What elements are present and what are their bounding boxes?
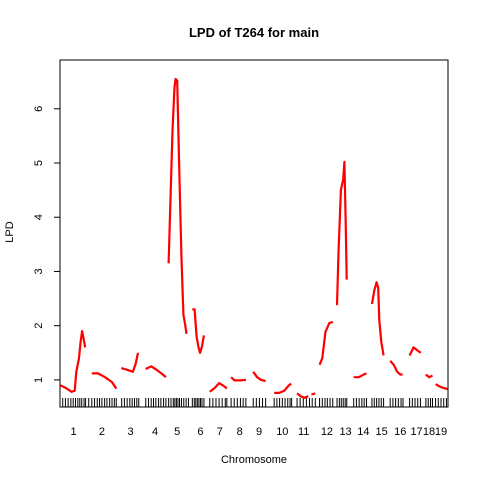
x-tick-label: 18	[423, 426, 435, 438]
y-tick-label: 4	[33, 214, 45, 220]
series-line-chr-8	[230, 376, 246, 382]
y-tick-label: 5	[33, 160, 45, 166]
x-tick-label: 9	[256, 426, 262, 438]
marker-rug	[62, 398, 447, 407]
series-line-chr-1	[59, 330, 87, 393]
series-line-chr-10	[274, 382, 292, 394]
series-line-chr-3	[120, 352, 140, 373]
x-tick-label: 7	[217, 426, 223, 438]
series-line-chr-12	[318, 320, 334, 366]
x-tick-label: 11	[298, 426, 309, 438]
series-line-chr-14	[353, 372, 367, 379]
y-tick-label: 2	[33, 323, 45, 329]
series-line-chr-15	[370, 281, 385, 356]
series-line-chr-7	[209, 382, 228, 393]
y-tick-label: 3	[33, 268, 45, 274]
series-line-chr-5	[167, 77, 188, 334]
x-tick-label: 19	[435, 426, 447, 438]
x-tick-label: 14	[357, 426, 369, 438]
y-tick-label: 1	[33, 377, 45, 383]
series-line-chr-19	[435, 383, 448, 391]
chart-title: LPD of T264 for main	[189, 25, 319, 40]
x-tick-label: 13	[339, 426, 351, 438]
series-line-chr-6	[192, 308, 205, 354]
y-tick-label: 6	[33, 106, 45, 112]
series-line-chr-9	[252, 371, 266, 383]
x-tick-label: 3	[128, 426, 134, 438]
x-tick-label: 2	[99, 426, 105, 438]
series-line-chr-13	[335, 160, 348, 306]
series-line-chr-17	[408, 346, 422, 356]
series-line-chr-11b	[311, 392, 316, 396]
y-axis-label: LPD	[4, 221, 16, 242]
x-tick-label: 4	[152, 426, 158, 438]
x-axis-label: Chromosome	[221, 454, 287, 466]
lpd-series	[59, 77, 448, 399]
series-line-chr-18	[425, 373, 433, 379]
x-tick-label: 16	[394, 426, 406, 438]
x-tick-label: 10	[276, 426, 288, 438]
x-tick-label: 12	[321, 426, 333, 438]
x-axis-tick-labels: 1 2 3 4 5 6 7 8 9 10 11 12 13 14 15 16 17 18 19	[71, 426, 448, 438]
x-tick-label: 5	[174, 426, 180, 438]
x-tick-label: 6	[197, 426, 203, 438]
y-axis: 1 2 3 4 5 6	[33, 106, 60, 383]
series-line-chr-16	[389, 360, 403, 376]
x-tick-label: 15	[376, 426, 388, 438]
x-tick-label: 1	[71, 426, 77, 438]
x-tick-label: 17	[410, 426, 422, 438]
series-line-chr-11	[296, 392, 309, 399]
series-line-chr-4	[145, 365, 167, 379]
series-line-chr-2	[91, 372, 118, 390]
plot-frame	[59, 59, 449, 408]
x-tick-label: 8	[237, 426, 243, 438]
